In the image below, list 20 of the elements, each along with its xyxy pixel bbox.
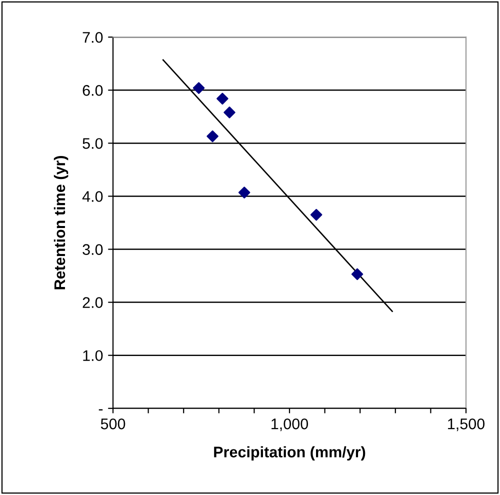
point	[351, 268, 364, 280]
point	[238, 186, 250, 198]
y-tick-label: 2.0	[82, 297, 103, 308]
y-axis-title: Retention time (yr)	[54, 156, 68, 290]
y-tick-label: 1.0	[83, 350, 103, 362]
point	[224, 106, 236, 118]
point	[216, 92, 228, 105]
y-tick-label: 5.0	[82, 138, 103, 149]
x-tick-label: 1,500	[448, 418, 485, 432]
y-tick-label: -	[98, 409, 103, 410]
point	[310, 208, 322, 221]
point	[192, 82, 205, 94]
x-tick-label: 1,000	[272, 418, 308, 432]
y-tick-label: 7.0	[82, 32, 103, 43]
x-axis-title: Precipitation (mm/yr)	[214, 446, 366, 460]
y-tick-label: 4.0	[82, 191, 103, 202]
y-tick-label: 6.0	[82, 85, 103, 96]
y-tick-label: 3.0	[82, 244, 103, 255]
x-tick-label: 500	[100, 418, 126, 430]
point	[206, 130, 218, 142]
